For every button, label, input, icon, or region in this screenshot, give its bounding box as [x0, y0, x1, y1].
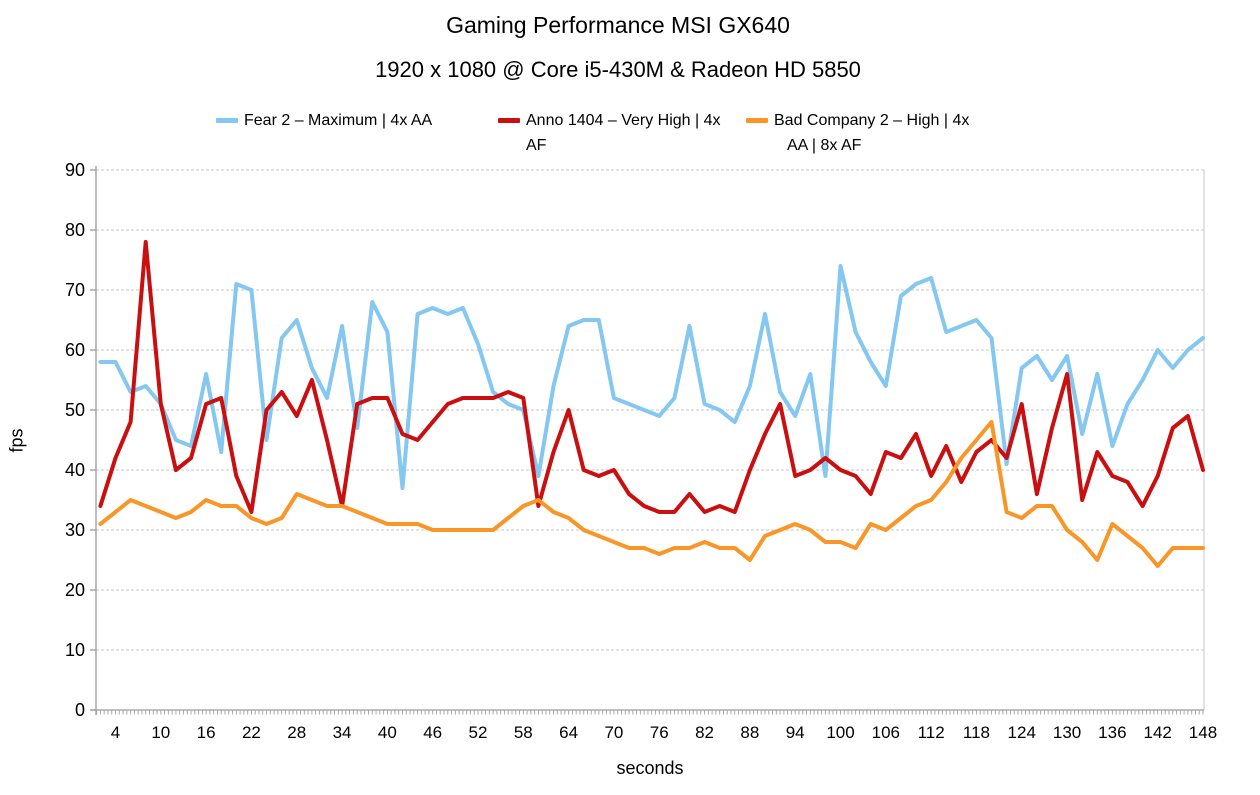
svg-text:136: 136 [1098, 723, 1126, 742]
svg-text:88: 88 [740, 723, 759, 742]
legend-item-anno1404: Anno 1404 – Very High | 4x AF [498, 108, 721, 158]
svg-text:34: 34 [333, 723, 352, 742]
svg-text:22: 22 [242, 723, 261, 742]
svg-text:82: 82 [695, 723, 714, 742]
x-axis-tick-labels: 4 10 16 22 28 34 40 46 52 58 64 70 76 82 88 94 100 106 112… [111, 723, 1217, 742]
svg-text:28: 28 [287, 723, 306, 742]
svg-text:64: 64 [559, 723, 578, 742]
series-line-1 [98, 240, 1205, 514]
svg-text:80: 80 [65, 220, 85, 240]
svg-text:40: 40 [378, 723, 397, 742]
svg-text:20: 20 [65, 580, 85, 600]
axes [91, 166, 1204, 715]
legend-label-anno1404: Anno 1404 – Very High | 4x AF [526, 112, 721, 154]
svg-text:124: 124 [1008, 723, 1036, 742]
svg-text:142: 142 [1143, 723, 1171, 742]
chart-subtitle: 1920 x 1080 @ Core i5-430M & Radeon HD 5… [375, 57, 861, 82]
legend-marker-anno1404-icon [498, 118, 520, 123]
svg-text:106: 106 [872, 723, 900, 742]
legend: Fear 2 – Maximum | 4x AA Anno 1404 – Ver… [0, 108, 1260, 164]
svg-text:60: 60 [65, 340, 85, 360]
svg-text:90: 90 [65, 160, 85, 180]
svg-text:148: 148 [1189, 723, 1217, 742]
legend-marker-fear2-icon [216, 118, 238, 123]
legend-marker-badcompany2-icon [746, 118, 768, 123]
legend-item-badcompany2: Bad Company 2 – High | 4x AA | 8x AF [746, 108, 969, 158]
legend-label-badcompany2: Bad Company 2 – High | 4x AA | 8x AF [774, 112, 970, 154]
svg-text:0: 0 [75, 700, 85, 720]
svg-text:52: 52 [469, 723, 488, 742]
svg-text:50: 50 [65, 400, 85, 420]
x-axis-title: seconds [616, 758, 684, 778]
x-axis-minor-ticks [96, 710, 1204, 715]
svg-text:94: 94 [786, 723, 805, 742]
svg-text:130: 130 [1053, 723, 1081, 742]
svg-text:58: 58 [514, 723, 533, 742]
series-line-2 [98, 420, 1205, 568]
svg-text:4: 4 [111, 723, 120, 742]
svg-text:10: 10 [151, 723, 170, 742]
legend-label-fear2: Fear 2 – Maximum | 4x AA [244, 112, 433, 129]
svg-text:100: 100 [826, 723, 854, 742]
svg-text:10: 10 [65, 640, 85, 660]
svg-text:70: 70 [604, 723, 623, 742]
svg-text:30: 30 [65, 520, 85, 540]
series-line-0 [98, 264, 1205, 490]
svg-text:76: 76 [650, 723, 669, 742]
chart-title: Gaming Performance MSI GX640 [446, 12, 790, 38]
svg-text:16: 16 [197, 723, 216, 742]
legend-item-fear2: Fear 2 – Maximum | 4x AA [216, 108, 432, 133]
svg-text:46: 46 [423, 723, 442, 742]
y-axis-tick-labels: 0 10 20 30 40 50 60 70 80 90 [65, 160, 96, 720]
svg-text:40: 40 [65, 460, 85, 480]
svg-text:118: 118 [963, 723, 990, 742]
svg-text:112: 112 [918, 723, 945, 742]
svg-text:70: 70 [65, 280, 85, 300]
